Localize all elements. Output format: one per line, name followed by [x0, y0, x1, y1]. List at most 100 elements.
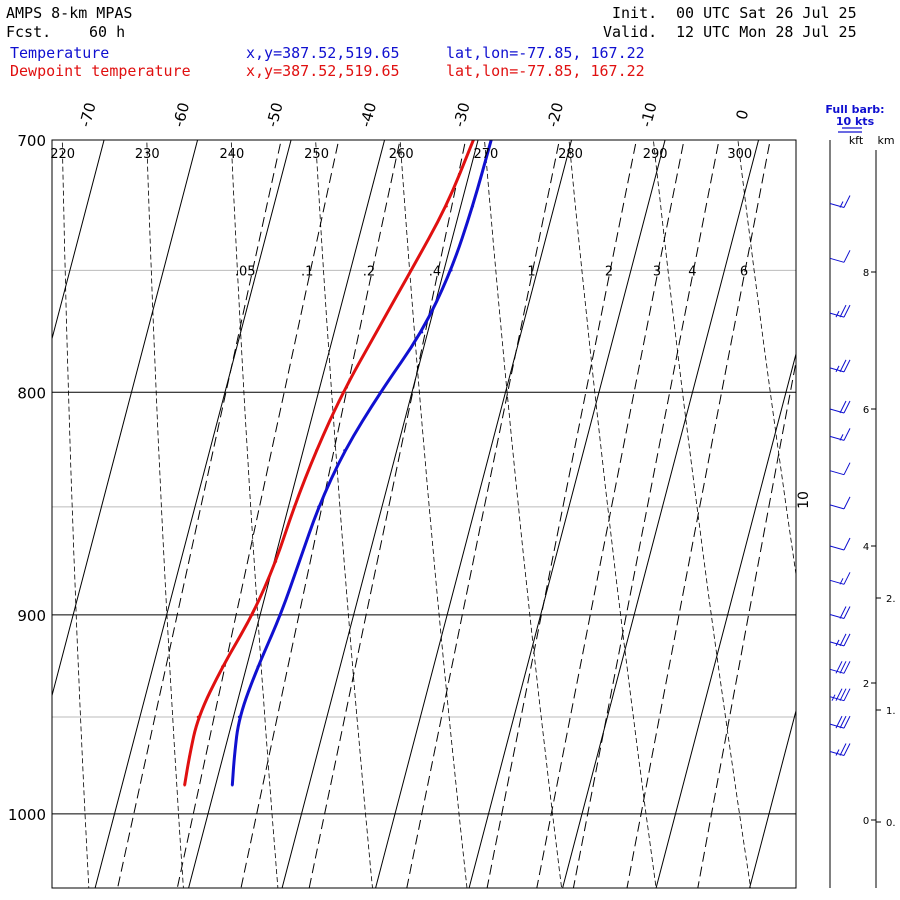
dewpoint-point [251, 613, 254, 617]
mixing-ratio-line [117, 140, 282, 888]
temperature-point [256, 665, 260, 668]
dry-adiabat-label: 240 [220, 147, 245, 162]
temperature-tick-label: 0 [732, 108, 752, 122]
mixing-ratio-label: 4 [688, 264, 696, 279]
kft-tick-label: 8 [863, 268, 869, 279]
dry-adiabat [568, 140, 657, 888]
temperature-tick-label: -20 [544, 101, 568, 129]
mixing-ratio-line [176, 140, 340, 888]
temperature-point [233, 755, 236, 758]
kft-tick-label: 4 [863, 542, 869, 553]
legend-dewpoint-name: Dewpoint temperature [10, 62, 191, 80]
isotherm-line [468, 140, 666, 888]
wind-barb [829, 304, 851, 318]
dry-adiabat-label: 230 [135, 147, 160, 162]
pressure-tick-label: 900 [17, 607, 46, 625]
dry-adiabat [230, 140, 279, 888]
wind-barb [829, 743, 851, 756]
mixing-ratio-line [536, 140, 685, 888]
wind-panel-units: 10 kts [836, 115, 875, 128]
plot-frame [51, 139, 797, 889]
dewpoint-point [315, 449, 318, 452]
mixing-ratio-line [697, 359, 796, 888]
wind-barb [829, 250, 851, 263]
temperature-tick-label: -60 [170, 101, 194, 129]
legend-dewpoint-latlon: lat,lon=-77.85, 167.22 [446, 62, 645, 80]
wind-barb [829, 537, 851, 551]
mixing-ratio-label: .4 [429, 264, 441, 279]
dry-adiabat [146, 140, 184, 888]
km-tick-label: 1. [886, 706, 896, 717]
pressure-tick-label: 1000 [8, 806, 46, 824]
wind-panel-title: Full barb: [825, 103, 884, 116]
temperature-tick-label: -10 [637, 101, 661, 129]
kft-tick-label: 0 [863, 816, 869, 827]
mixing-ratio-label: 3 [653, 264, 661, 279]
dewpoint-profile-line [183, 140, 475, 786]
legend-temperature-latlon: lat,lon=-77.85, 167.22 [446, 44, 645, 62]
dewpoint-point [445, 205, 448, 208]
dewpoint-point [292, 505, 296, 509]
temperature-profile-line [230, 140, 493, 786]
temperature-point [317, 505, 320, 509]
pressure-tick-label: 700 [17, 132, 46, 150]
dewpoint-point [188, 755, 191, 758]
isotherm-line [749, 708, 796, 888]
temperature-tick-label: -30 [450, 101, 474, 129]
legend-temperature-coords: x,y=387.52,519.65 [246, 44, 400, 62]
isotherm-line [52, 140, 105, 341]
kft-axis-label: kft [849, 134, 864, 147]
dry-adiabat-label: 260 [389, 147, 414, 162]
wind-barb [829, 661, 851, 674]
dry-adiabat-label: 280 [558, 147, 583, 162]
dry-adiabat-label: 270 [473, 147, 498, 162]
legend-temperature-name: Temperature [10, 44, 110, 62]
dry-adiabat [61, 140, 90, 888]
isotherm-line [562, 140, 760, 888]
isotherm-line [0, 140, 11, 888]
wind-barb [829, 400, 851, 414]
wind-barb [829, 606, 851, 619]
mixing-ratio-label: .2 [363, 264, 375, 279]
dry-adiabat [484, 140, 563, 888]
valid-time: 12 UTC Mon 28 Jul 25 [676, 23, 857, 41]
mixing-ratio-label: .1 [301, 264, 313, 279]
mixing-ratio-line [572, 140, 720, 888]
temperature-point [343, 449, 346, 452]
mixing-ratio-label: .05 [235, 264, 256, 279]
isotherm-line [94, 140, 292, 888]
model-title: AMPS 8-km MPAS [6, 4, 133, 22]
temperature-point [237, 715, 241, 719]
temperature-point [471, 205, 475, 208]
kft-tick-label: 6 [863, 405, 869, 416]
temperature-point [378, 391, 382, 394]
dewpoint-point [409, 269, 413, 272]
init-time: 00 UTC Sat 26 Jul 25 [676, 4, 857, 22]
dry-adiabat [737, 140, 796, 578]
dry-adiabat [652, 140, 752, 888]
wind-barb [829, 633, 851, 647]
dewpoint-point [221, 665, 224, 668]
dry-adiabat-label: 290 [643, 147, 668, 162]
km-axis-label: km [877, 134, 894, 147]
mixing-ratio-line [406, 140, 560, 888]
mixing-ratio-line [626, 140, 771, 888]
forecast-hours: 60 h [89, 23, 126, 41]
temperature-point [450, 269, 453, 272]
temperature-point [279, 613, 282, 617]
temperature-tick-label: -40 [357, 101, 381, 129]
valid-label: Valid. [603, 23, 658, 41]
mixing-ratio-line [240, 140, 401, 888]
temperature-point [231, 784, 234, 787]
mixing-ratio-line [486, 140, 637, 888]
init-label: Init. [612, 4, 658, 22]
dewpoint-point [375, 331, 378, 334]
full-barb-key-icon [838, 127, 862, 133]
temperature-tick-label: -70 [76, 101, 100, 129]
dewpoint-point [183, 784, 186, 787]
forecast-label: Fcst. [6, 23, 52, 41]
isotherm-line [375, 140, 573, 888]
legend-dewpoint-coords: x,y=387.52,519.65 [246, 62, 400, 80]
